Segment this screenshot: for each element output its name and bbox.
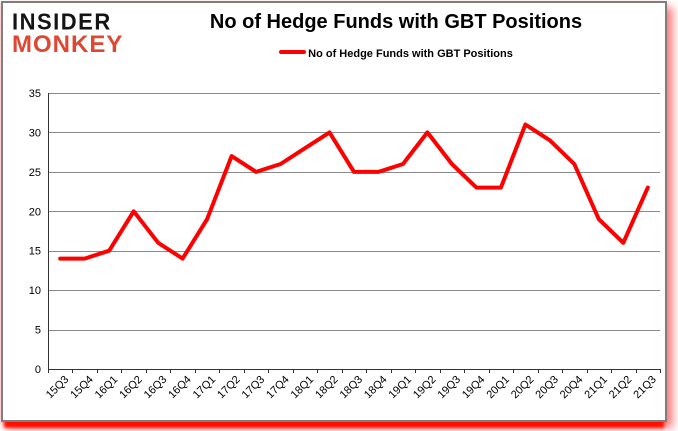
y-tick-label: 30 [29,127,41,139]
chart-header: No of Hedge Funds with GBT Positions No … [131,11,661,62]
x-tick-label: 18Q1 [289,374,317,402]
x-tick-label: 18Q3 [338,374,366,402]
x-tick-label: 17Q2 [215,374,243,402]
y-tick-label: 15 [29,246,41,258]
legend-line-swatch [279,50,307,54]
x-tick-label: 17Q3 [240,374,268,402]
y-tick-label: 35 [29,88,41,100]
legend: No of Hedge Funds with GBT Positions [131,44,661,62]
x-tick-label: 19Q1 [387,374,415,402]
x-tick-label: 17Q4 [264,374,292,402]
x-tick-label: 16Q1 [93,374,121,402]
x-tick-label: 21Q3 [631,374,659,402]
chart-title: No of Hedge Funds with GBT Positions [209,11,583,33]
x-tick-label: 17Q1 [191,374,219,402]
y-tick-label: 10 [29,285,41,297]
x-tick-label: 18Q2 [313,374,341,402]
x-tick-label: 16Q4 [166,374,194,402]
y-tick-label: 0 [35,364,41,376]
x-tick-label: 19Q4 [460,374,488,402]
x-tick-label: 21Q1 [582,374,610,402]
y-tick-label: 25 [29,167,41,179]
legend-label: No of Hedge Funds with GBT Positions [308,48,513,60]
x-tick-label: 18Q4 [362,374,390,402]
x-tick-label: 21Q2 [607,374,635,402]
x-tick-label: 20Q4 [558,374,586,402]
x-tick-label: 19Q2 [411,374,439,402]
x-tick-label: 16Q3 [142,374,170,402]
chart-card: INSIDER MONKEY No of Hedge Funds with GB… [1,1,667,422]
y-tick-label: 5 [35,325,41,337]
x-tick-label: 20Q1 [484,374,512,402]
y-tick-label: 20 [29,206,41,218]
insider-monkey-logo: INSIDER MONKEY [12,8,144,58]
x-tick-label: 16Q2 [117,374,145,402]
line-chart: 0510152025303515Q315Q416Q116Q216Q316Q417… [29,88,661,402]
series-line [58,122,650,261]
x-tick-label: 15Q3 [44,374,72,402]
logo-text-insider: INSIDER [12,8,112,35]
x-tick-label: 19Q3 [436,374,464,402]
x-tick-label: 20Q2 [509,374,537,402]
logo-text-monkey: MONKEY [12,31,124,58]
x-tick-label: 20Q3 [533,374,561,402]
x-tick-label: 15Q4 [68,374,96,402]
